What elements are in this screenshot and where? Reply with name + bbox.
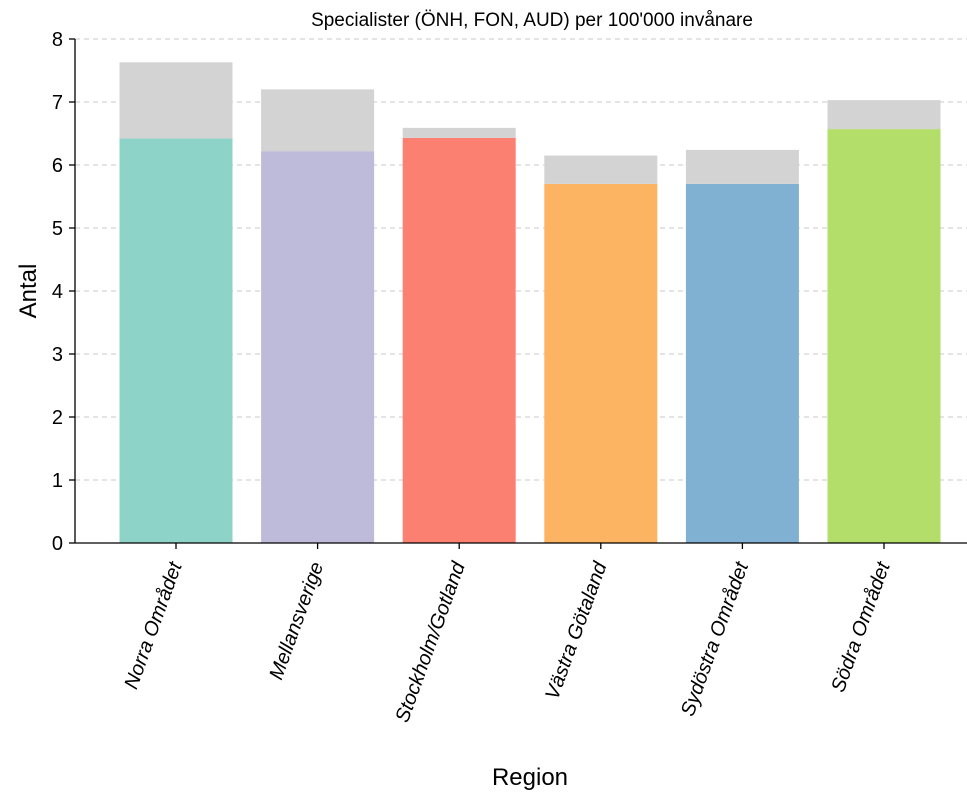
x-ticks: Norra Området Mellansverige Stockholm/Gotl… [120,543,895,726]
x-tick-label: Mellansverige [265,559,328,682]
y-tick-label: 2 [52,407,63,429]
bar-stack [261,89,375,152]
bar-base [827,129,941,543]
bars [119,62,941,544]
y-axis-title: Antal [15,264,42,319]
bar-stack [827,100,941,130]
bar-stack [119,62,233,139]
x-tick-label: Norra Området [120,558,187,692]
x-tick-label: Stockholm/Gotland [391,558,470,725]
x-tick-label: Sydöstra Området [677,558,754,719]
chart-title: Specialister (ÖNH, FON, AUD) per 100'000… [311,10,753,31]
y-tick-label: 1 [52,470,63,492]
bar-base [685,183,799,543]
y-tick-label: 3 [52,344,63,366]
bar-base [402,137,516,543]
y-tick-label: 4 [52,281,63,303]
bar-base [261,151,375,543]
bar-stack [544,155,658,184]
y-tick-label: 6 [52,155,63,177]
bar-stack [402,127,516,138]
bar-stack [685,149,799,184]
y-tick-label: 7 [52,92,63,114]
y-tick-label: 5 [52,218,63,240]
x-axis-title: Region [492,764,568,791]
bar-base [119,138,233,544]
x-tick-label: Södra Området [827,558,895,695]
y-ticks: 0 1 2 3 4 5 6 7 8 [52,29,75,555]
x-tick-label: Västra Götaland [541,558,611,702]
bar-base [544,183,658,543]
y-tick-label: 0 [52,533,63,555]
y-tick-label: 8 [52,29,63,51]
